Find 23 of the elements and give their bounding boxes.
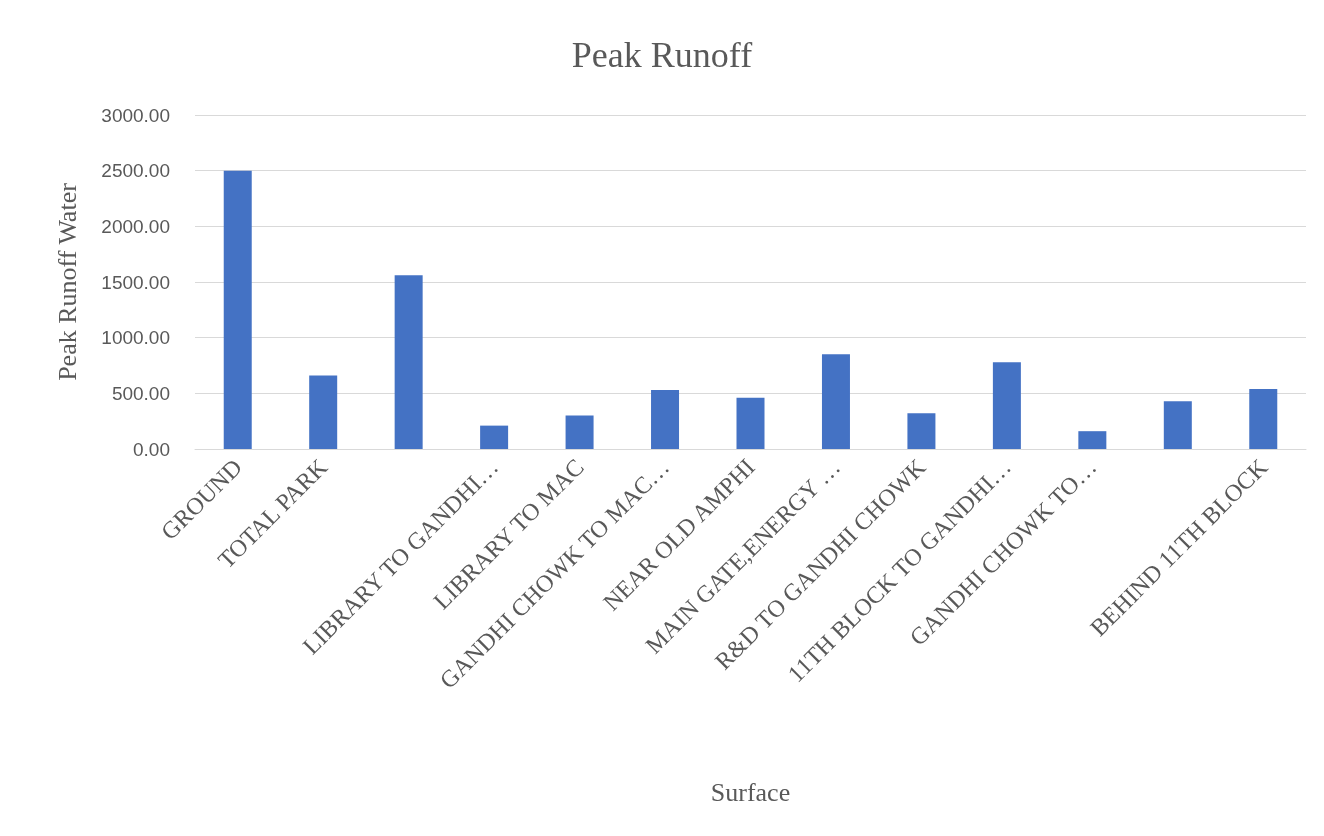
bar xyxy=(992,362,1021,449)
bar xyxy=(223,170,252,449)
bar xyxy=(907,413,936,449)
y-tick-label: 1500.00 xyxy=(101,271,170,293)
x-axis-title: Surface xyxy=(710,777,791,807)
bar xyxy=(651,389,680,449)
bar xyxy=(1163,401,1192,449)
bar xyxy=(394,275,423,449)
y-tick-label: 3000.00 xyxy=(101,104,170,126)
bar xyxy=(565,415,594,449)
y-tick-label: 500.00 xyxy=(111,382,170,404)
bar xyxy=(480,425,509,449)
bar xyxy=(1078,431,1107,449)
bar xyxy=(821,354,850,449)
y-tick-label: 0.00 xyxy=(133,438,170,460)
y-tick-label: 1000.00 xyxy=(101,327,170,349)
bar xyxy=(309,375,338,449)
bar xyxy=(736,397,765,449)
y-tick-label: 2500.00 xyxy=(101,160,170,182)
chart-title: Peak Runoff xyxy=(571,35,753,75)
bar xyxy=(1249,388,1278,449)
y-axis-title: Peak Runoff Water xyxy=(52,182,82,381)
y-tick-label: 2000.00 xyxy=(101,215,170,237)
